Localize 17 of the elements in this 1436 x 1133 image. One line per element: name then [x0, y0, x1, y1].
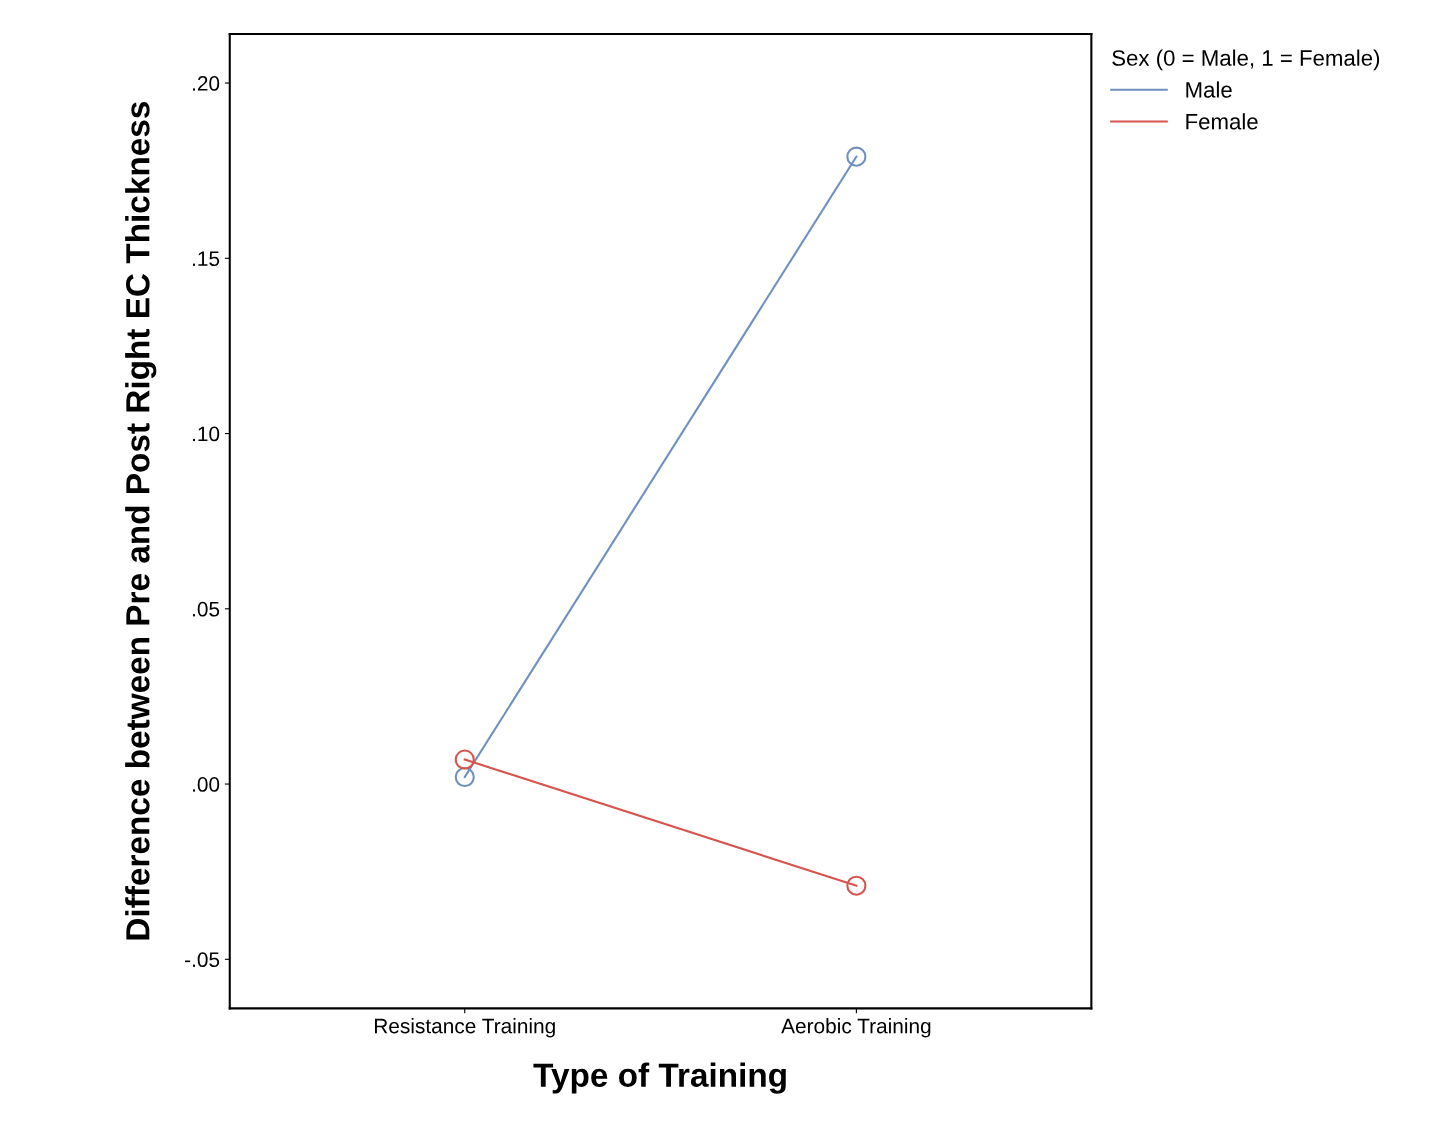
y-tick-label: .10 [192, 426, 220, 442]
y-tick-label: .05 [192, 601, 220, 617]
x-tick-label: Aerobic Training [781, 1018, 931, 1038]
x-tick-label: Resistance Training [374, 1018, 555, 1038]
legend-label: Male [1186, 81, 1232, 98]
y-tick-label: .20 [192, 76, 220, 91]
y-tick-label: .15 [192, 251, 220, 267]
y-axis-title: Difference between Pre and Post Right EC Thickness [125, 102, 157, 940]
y-tick-label: .00 [192, 777, 220, 792]
legend-title: Sex (0 = Male, 1 = Female) [1112, 49, 1380, 71]
point [454, 749, 475, 770]
point [846, 875, 867, 896]
x-axis-title: Type of Training [533, 1062, 786, 1094]
point [846, 146, 867, 167]
y-tick-label: -.05 [185, 952, 220, 968]
point [454, 766, 475, 788]
legend-label: Female [1186, 113, 1258, 130]
